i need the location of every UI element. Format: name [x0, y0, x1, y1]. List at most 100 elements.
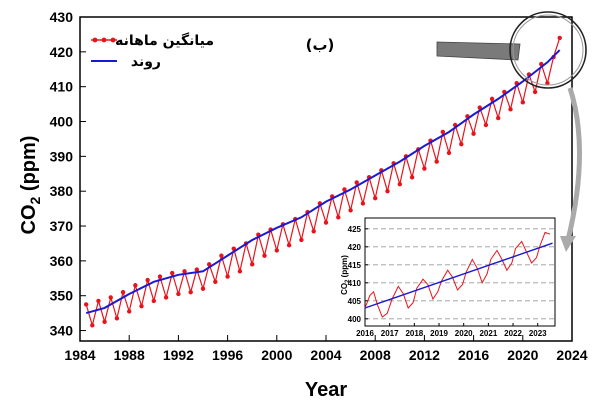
monthly-average-point	[206, 262, 212, 267]
legend-monthly-marker	[110, 37, 116, 43]
inset-y-axis-label-unit: (ppm)	[340, 255, 349, 280]
monthly-average-point	[397, 182, 402, 187]
inset-x-tick-label: 2019	[430, 329, 448, 338]
monthly-average-point	[409, 175, 415, 180]
monthly-average-point	[213, 279, 218, 284]
magnifier-handle	[436, 41, 521, 61]
legend-monthly-marker	[101, 37, 107, 43]
inset-axis-ticks: 400 405 410 415 420 425 2016 2017 2018 2019 2020 20…	[348, 225, 555, 338]
inset-x-tick-label: 2023	[529, 329, 547, 338]
monthly-average-point	[200, 286, 206, 291]
legend: میانگین ماهانه روند	[91, 32, 214, 70]
monthly-average-point	[360, 201, 366, 206]
monthly-average-point	[440, 129, 446, 135]
monthly-average-point	[385, 188, 390, 194]
trend-line	[85, 49, 561, 315]
legend-monthly-marker	[92, 37, 98, 43]
monthly-average-point	[139, 303, 144, 309]
x-tick-label: 1984	[64, 347, 95, 363]
inset-x-tick-label: 2017	[381, 329, 399, 338]
inset-y-axis-label-subscript: 2	[345, 279, 351, 283]
monthly-average-point	[532, 89, 538, 95]
y-axis-label-main: CO	[18, 204, 40, 234]
monthly-average-point	[151, 298, 156, 304]
y-axis-label-subscript: 2	[27, 196, 43, 204]
monthly-average-point	[299, 237, 304, 243]
x-tick-label: 2000	[261, 347, 292, 363]
x-tick-label: 2016	[458, 347, 489, 363]
x-tick-label: 2020	[507, 347, 538, 363]
inset-x-tick-label: 2020	[455, 329, 473, 338]
monthly-average-point	[90, 323, 95, 328]
magnifier-lens	[509, 11, 587, 89]
monthly-average-point	[496, 115, 501, 121]
y-tick-label: 410	[50, 79, 74, 95]
monthly-average-point	[120, 290, 126, 295]
zoom-arrow-head	[560, 236, 576, 252]
y-tick-label: 420	[50, 44, 74, 60]
monthly-average-point	[489, 96, 495, 102]
inset-y-tick-label: 405	[348, 297, 362, 306]
inset-series-group	[364, 231, 553, 318]
y-tick-label: 350	[50, 288, 74, 304]
y-tick-label: 430	[50, 9, 74, 25]
monthly-average-point	[342, 187, 347, 192]
monthly-average-point	[219, 253, 224, 258]
zoom-arrow	[560, 87, 583, 252]
main-axis-ticks: 340 350 360 370 380 390 400 410 420 430 1984 1988 19…	[50, 9, 588, 363]
monthly-average-point	[422, 166, 427, 171]
x-tick-label: 2012	[409, 347, 440, 363]
monthly-average-point	[373, 195, 378, 201]
monthly-average-point	[194, 267, 200, 272]
monthly-average-point	[102, 319, 107, 325]
y-axis-label: CO2 (ppm)	[18, 136, 43, 235]
monthly-average-point	[459, 141, 464, 147]
monthly-average-point	[163, 295, 169, 300]
x-tick-label: 1996	[212, 347, 243, 363]
y-tick-label: 340	[50, 323, 74, 339]
monthly-average-point	[182, 269, 187, 274]
monthly-average-point	[471, 131, 476, 136]
monthly-average-point	[250, 262, 255, 267]
monthly-average-point	[311, 229, 316, 234]
monthly-average-point	[323, 220, 329, 225]
inset-y-tick-label: 425	[348, 225, 362, 234]
monthly-average-point	[157, 274, 163, 279]
inset-x-tick-label: 2016	[356, 329, 374, 338]
monthly-average-point	[508, 107, 513, 112]
monthly-average-point	[108, 295, 113, 300]
x-tick-label: 1992	[163, 347, 194, 363]
monthly-average-point	[127, 309, 132, 314]
main-series-group	[83, 35, 562, 328]
monthly-average-point	[114, 316, 120, 321]
monthly-average-point	[336, 215, 341, 220]
y-tick-label: 380	[50, 183, 74, 199]
inset-x-tick-label: 2018	[405, 329, 423, 338]
inset-y-tick-label: 400	[348, 315, 362, 324]
monthly-average-point	[477, 105, 482, 110]
x-tick-label: 2008	[360, 347, 391, 363]
monthly-average-point	[170, 270, 175, 276]
monthly-average-point	[348, 208, 353, 213]
y-axis-label-unit: (ppm)	[18, 136, 40, 197]
monthly-average-point	[83, 302, 89, 307]
y-tick-label: 370	[50, 218, 74, 234]
inset-trend-line	[364, 242, 553, 309]
monthly-average-point	[434, 159, 439, 164]
monthly-average-point	[354, 180, 359, 185]
magnifier-lens-rim	[512, 14, 584, 86]
panel-label: (ب)	[306, 36, 335, 54]
monthly-average-point	[557, 35, 562, 41]
zoom-arrow-curve	[565, 87, 583, 241]
monthly-average-point	[176, 291, 181, 297]
x-tick-label: 2024	[556, 347, 587, 363]
monthly-average-point	[188, 290, 193, 295]
inset-plot-area	[364, 217, 556, 327]
inset-x-tick-label: 2022	[504, 329, 522, 338]
monthly-average-point	[262, 253, 267, 258]
inset-y-tick-label: 415	[348, 261, 362, 270]
monthly-average-point	[133, 283, 138, 288]
monthly-average-point	[446, 150, 452, 156]
inset-y-tick-label: 410	[348, 279, 362, 288]
